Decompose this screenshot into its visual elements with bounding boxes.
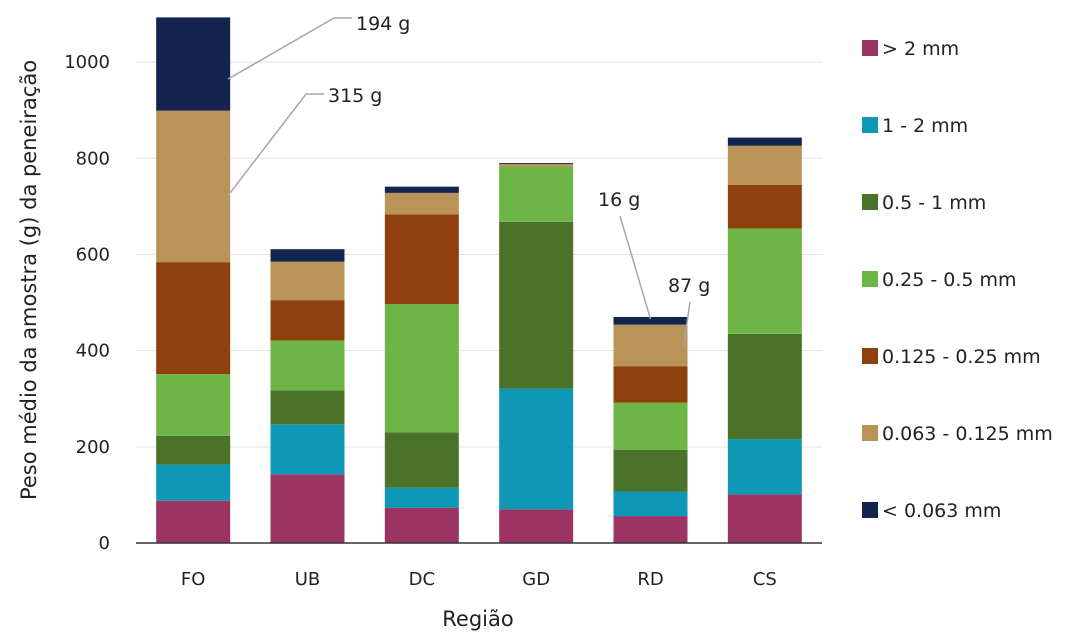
legend-label: > 2 mm <box>882 38 959 60</box>
annotation-label: 16 g <box>598 189 640 211</box>
gridlines <box>136 61 822 448</box>
bar-segment <box>270 340 345 391</box>
bar-segment <box>613 402 688 450</box>
legend-swatch <box>862 40 878 56</box>
y-tick-label: 600 <box>76 244 110 265</box>
x-tick-label: UB <box>295 569 321 590</box>
annotation-label: 315 g <box>328 85 382 107</box>
x-tick-label: RD <box>637 569 663 590</box>
bar-segment <box>270 249 345 262</box>
annotation-label: 87 g <box>668 275 710 297</box>
annotations: 194 g 315 g 16 g 87 g <box>227 13 710 347</box>
bar-segment <box>156 262 231 375</box>
legend: > 2 mm 1 - 2 mm 0.5 - 1 mm 0.25 - 0.5 mm 0.1… <box>862 38 1053 522</box>
annotation-leader-line <box>227 93 324 196</box>
x-tick-label: GD <box>522 569 550 590</box>
bar-segment <box>727 184 802 229</box>
legend-label: 0.125 - 0.25 mm <box>882 346 1041 368</box>
bar-segment <box>499 388 574 510</box>
bar-segment <box>156 17 231 111</box>
bar-segment <box>727 137 802 146</box>
annotation-label: 194 g <box>356 13 410 35</box>
bar-segment <box>270 474 345 543</box>
bar-segment <box>270 424 345 475</box>
legend-swatch <box>862 425 878 441</box>
y-tick-label: 800 <box>76 148 110 169</box>
bar-segment <box>727 494 802 543</box>
legend-swatch <box>862 271 878 287</box>
legend-swatch <box>862 348 878 364</box>
bar-segment <box>156 500 231 543</box>
bar-segment <box>270 261 345 301</box>
annotation-leader-line <box>619 215 652 320</box>
annotation-leader-line <box>227 17 352 80</box>
legend-swatch <box>862 502 878 518</box>
x-tick-label: FO <box>181 569 206 590</box>
bars <box>156 17 802 543</box>
y-tick-label: 200 <box>76 437 110 458</box>
legend-label: 0.063 - 0.125 mm <box>882 423 1053 445</box>
bar-segment <box>499 163 574 165</box>
y-tick-label: 400 <box>76 341 110 362</box>
x-tick-label: CS <box>753 569 777 590</box>
y-axis-ticks: 0 200 400 600 800 1000 <box>64 52 110 554</box>
bar-segment <box>270 390 345 425</box>
bar-segment <box>613 449 688 492</box>
bar-segment <box>499 166 574 222</box>
bar-segment <box>384 214 459 304</box>
bar-segment <box>384 507 459 543</box>
bar-segment <box>156 464 231 501</box>
bar-segment <box>384 192 459 215</box>
bar-segment <box>384 432 459 488</box>
bar-segment <box>727 333 802 440</box>
bar-segment <box>727 439 802 495</box>
legend-swatch <box>862 194 878 210</box>
annotation-leader-line <box>682 301 691 347</box>
bar-segment <box>384 186 459 193</box>
bar-segment <box>499 509 574 543</box>
bar-segment <box>613 316 688 325</box>
bar-segment <box>270 300 345 341</box>
legend-label: < 0.063 mm <box>882 500 1001 522</box>
legend-swatch <box>862 117 878 133</box>
bar-segment <box>499 164 574 167</box>
bar-segment <box>613 366 688 403</box>
bar-segment <box>499 221 574 389</box>
y-tick-label: 0 <box>99 533 110 554</box>
bar-segment <box>613 516 688 543</box>
bar-segment <box>613 491 688 517</box>
bar-segment <box>727 145 802 185</box>
bar-segment <box>156 110 231 263</box>
x-axis-title: Região <box>442 607 513 631</box>
y-axis-title: Peso médio da amostra (g) da peneiração <box>17 60 41 500</box>
x-tick-label: DC <box>409 569 435 590</box>
y-tick-label: 1000 <box>64 52 110 73</box>
bar-segment <box>727 228 802 334</box>
x-axis-ticks: FO UB DC GD RD CS <box>181 569 777 590</box>
bar-segment <box>156 435 231 465</box>
bar-segment <box>613 324 688 367</box>
bar-segment <box>384 487 459 508</box>
legend-label: 1 - 2 mm <box>882 115 968 137</box>
bar-segment <box>384 303 459 433</box>
bar-segment <box>156 374 231 436</box>
legend-label: 0.25 - 0.5 mm <box>882 269 1017 291</box>
legend-label: 0.5 - 1 mm <box>882 192 986 214</box>
